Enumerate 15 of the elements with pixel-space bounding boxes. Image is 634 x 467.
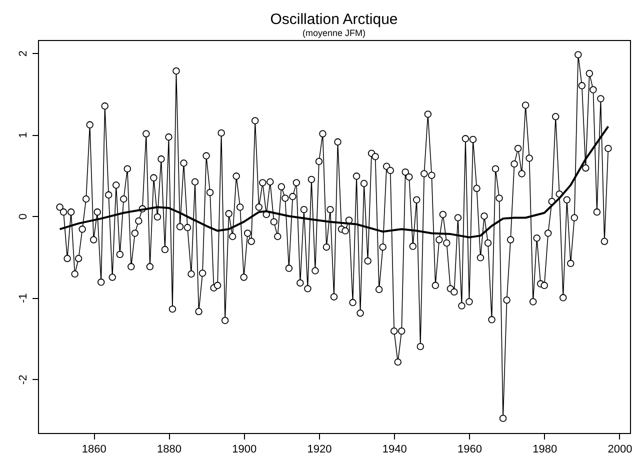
chart-subtitle: (moyenne JFM) bbox=[302, 28, 366, 38]
x-tick-label: 2000 bbox=[608, 444, 632, 456]
x-tick-label: 1940 bbox=[382, 444, 407, 456]
y-tick-label: -2 bbox=[18, 374, 30, 385]
y-tick-label: -1 bbox=[18, 293, 30, 304]
x-tick-label: 1860 bbox=[82, 444, 106, 456]
y-tick-label: 2 bbox=[18, 50, 30, 57]
x-tick-label: 1960 bbox=[457, 444, 482, 456]
y-tick-label: 1 bbox=[18, 132, 30, 138]
chart-title: Oscillation Arctique bbox=[270, 11, 398, 28]
x-tick-label: 1920 bbox=[307, 444, 332, 456]
y-tick-label: 0 bbox=[18, 214, 30, 220]
x-tick-label: 1900 bbox=[232, 444, 257, 456]
x-tick-label: 1980 bbox=[532, 444, 558, 456]
x-tick-label: 1880 bbox=[156, 444, 182, 456]
